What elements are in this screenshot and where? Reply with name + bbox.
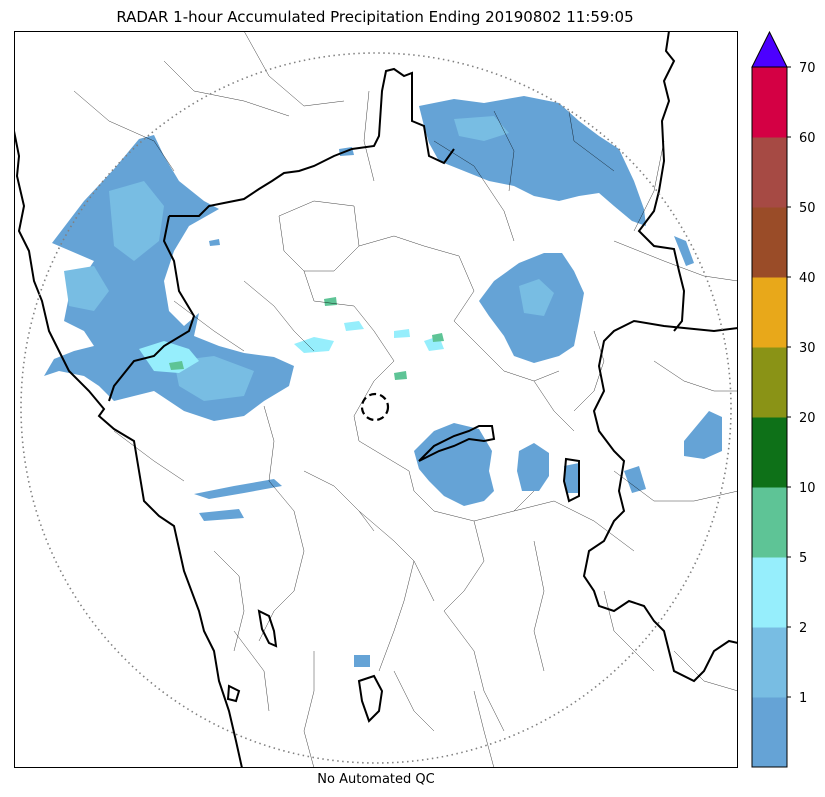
colorbar: 1 2 5 10 20 30 40 50 60 70 bbox=[751, 30, 816, 768]
precip-north-small-2 bbox=[209, 239, 220, 246]
colorbar-segment bbox=[752, 347, 787, 418]
colorbar-segment bbox=[752, 557, 787, 628]
colorbar-tick-label: 20 bbox=[799, 411, 816, 426]
colorbar-tick-label: 2 bbox=[799, 621, 807, 636]
precip-northeast-strip bbox=[674, 236, 694, 266]
central-enclave-border bbox=[418, 425, 496, 462]
precipitation-green-layer bbox=[169, 297, 444, 380]
qc-footer: No Automated QC bbox=[317, 772, 435, 787]
state-boundaries bbox=[14, 31, 738, 768]
western-state-border bbox=[108, 215, 196, 402]
northeast-state-border bbox=[637, 31, 686, 332]
colorbar-tick-label: 1 bbox=[799, 691, 807, 706]
east-state-border bbox=[582, 319, 738, 683]
colorbar-tick-label: 70 bbox=[799, 61, 816, 76]
precip-cyan-center-2 bbox=[344, 321, 364, 331]
radar-site-marker bbox=[360, 392, 390, 422]
colorbar-segment bbox=[752, 417, 787, 488]
colorbar-tick-label: 50 bbox=[799, 201, 816, 216]
precip-west-strip-2 bbox=[199, 509, 244, 521]
colorbar-over-arrow bbox=[751, 30, 788, 68]
precip-south-center-cell bbox=[414, 423, 494, 506]
precip-south-small bbox=[354, 655, 370, 667]
precipitation-light-layer bbox=[64, 116, 554, 401]
southwest-small-border bbox=[226, 684, 241, 703]
precip-east-small-2 bbox=[624, 466, 646, 493]
colorbar-tick-label: 30 bbox=[799, 341, 816, 356]
northern-state-border bbox=[169, 67, 455, 217]
colorbar-tick-label: 10 bbox=[799, 481, 816, 496]
map-title: RADAR 1-hour Accumulated Precipitation E… bbox=[116, 8, 634, 26]
colorbar-segment bbox=[752, 67, 787, 138]
precip-green-center-1 bbox=[324, 297, 337, 306]
precip-green-center-3 bbox=[394, 371, 407, 380]
east-enclave-border bbox=[562, 457, 580, 503]
precip-light-east-center bbox=[519, 279, 554, 316]
colorbar-segment bbox=[752, 207, 787, 278]
precip-cyan-center-3 bbox=[394, 329, 410, 338]
colorbar-segment bbox=[752, 627, 787, 698]
precip-light-north bbox=[454, 116, 509, 141]
radar-map bbox=[14, 31, 738, 768]
precip-east-small-1 bbox=[564, 463, 579, 493]
south-enclave-1 bbox=[257, 609, 278, 648]
colorbar-tick-label: 5 bbox=[799, 551, 807, 566]
precipitation-layer bbox=[44, 96, 722, 667]
colorbar-segment bbox=[752, 487, 787, 558]
radar-range-ring bbox=[20, 52, 732, 764]
colorbar-segment bbox=[752, 277, 787, 348]
precip-far-east-cell bbox=[684, 411, 722, 459]
district-boundaries bbox=[73, 31, 738, 768]
precip-west-strip-1 bbox=[194, 479, 282, 499]
precip-light-west-2 bbox=[64, 266, 109, 311]
precip-cyan-west bbox=[139, 341, 199, 373]
colorbar-tick-label: 60 bbox=[799, 131, 816, 146]
precip-green-center-2 bbox=[432, 333, 444, 342]
precip-light-west-3 bbox=[174, 356, 254, 401]
precip-northwest-band bbox=[44, 135, 294, 421]
colorbar-segment bbox=[752, 137, 787, 208]
south-enclave-2 bbox=[357, 674, 384, 723]
west-coastline bbox=[14, 130, 243, 768]
colorbar-segment bbox=[752, 697, 787, 768]
precip-east-cell bbox=[517, 443, 549, 491]
precip-green-west bbox=[169, 361, 184, 370]
colorbar-tick-label: 40 bbox=[799, 271, 816, 286]
precip-light-west-1 bbox=[109, 181, 164, 261]
